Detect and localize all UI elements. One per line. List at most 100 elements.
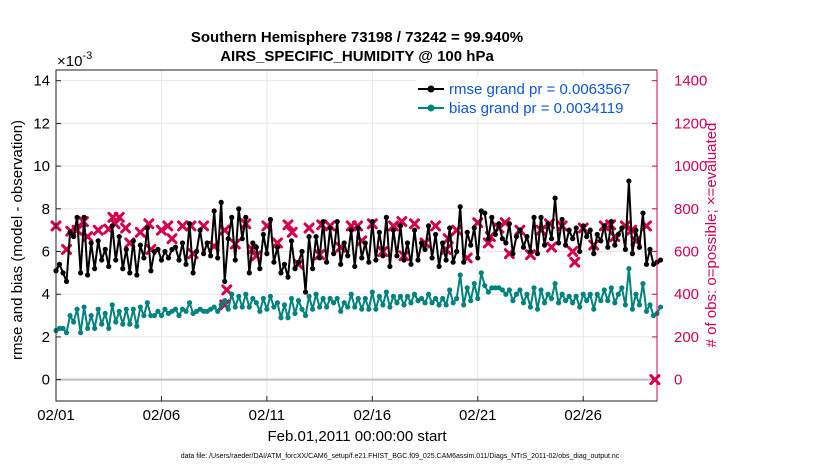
obs-marker-45 [524,249,536,261]
rmse-point-172 [657,257,664,263]
bias-point-145 [563,298,569,304]
rmse-point-8 [81,214,87,220]
bias-point-68 [292,310,298,317]
bias-point-70 [299,306,305,312]
bias-point-63 [274,300,281,306]
bias-point-132 [517,287,523,293]
bias-point-154 [594,291,600,297]
legend-bias-marker [427,104,435,112]
rmse-point-31 [162,248,168,255]
rmse-point-59 [260,231,266,238]
rmse-point-141 [548,236,555,242]
bias-point-127 [499,287,505,293]
y2-tick-label-1: 200 [674,329,699,346]
bias-point-82 [341,300,347,306]
rmse-point-2 [60,270,66,276]
bias-point-5 [70,319,77,325]
x-tick-label-0: 02/01 [37,407,75,424]
bias-point-102 [411,291,418,297]
rmse-point-16 [109,223,115,229]
rmse-point-125 [492,231,498,238]
y2-axis-label: # of obs: o=possible; ×=evaluated [703,123,720,348]
y-exponent: ×10-3 [57,50,92,70]
bias-point-55 [246,304,252,310]
rmse-point-19 [120,266,126,272]
obs-marker-8 [134,226,146,238]
bias-point-129 [506,287,512,293]
obs-marker-21 [271,237,283,249]
x-tick-label-5: 02/26 [564,407,602,424]
bias-point-37 [183,308,189,314]
x-tick-label-4: 02/21 [459,407,497,424]
bias-point-75 [317,304,323,310]
bias-point-93 [380,302,386,308]
rmse-point-98 [397,223,404,229]
y2-tick-label-3: 600 [674,244,699,261]
bias-point-24 [137,304,143,310]
bias-point-106 [425,291,432,297]
obs-marker-stroke-b-12 [177,220,189,232]
bias-point-65 [281,302,288,308]
rmse-point-65 [281,261,288,267]
obs-marker-stroke-b-72 [286,226,298,238]
rmse-point-131 [513,233,520,240]
bias-point-98 [397,293,404,299]
bias-point-105 [422,300,428,306]
rmse-point-61 [267,216,273,223]
bias-point-48 [222,298,228,304]
rmse-point-101 [408,261,414,267]
rmse-point-20 [123,246,129,252]
rmse-point-74 [313,233,319,240]
rmse-point-66 [285,274,291,280]
rmse-point-169 [647,246,653,252]
rmse-point-60 [264,251,270,257]
obs-marker-22 [282,219,294,231]
rmse-point-156 [601,223,607,229]
bias-point-78 [327,295,333,302]
obs-marker-59 [221,284,233,296]
obs-marker-stroke-b-22 [282,219,294,231]
bias-point-144 [559,291,565,297]
rmse-point-72 [306,233,312,240]
rmse-point-91 [373,257,379,263]
rmse-point-76 [320,219,326,225]
bias-point-156 [601,287,607,293]
chart-subtitle: AIRS_SPECIFIC_HUMIDITY @ 100 hPa [220,48,494,65]
x-tick-label-2: 02/11 [249,407,285,424]
rmse-point-166 [636,244,643,250]
rmse-point-80 [334,219,340,225]
obs-marker-stroke-b-63 [569,256,581,268]
obs-marker-stroke-b-75 [162,220,174,232]
rmse-point-13 [99,257,105,263]
rmse-point-119 [471,225,477,231]
rmse-point-75 [317,255,323,261]
y-tick-label-0: 0 [42,372,50,389]
bias-point-166 [636,302,643,308]
rmse-point-161 [619,225,625,231]
rmse-point-9 [85,272,91,278]
rmse-point-81 [338,261,344,267]
bias-series [53,266,664,336]
bias-point-20 [123,306,129,312]
bias-point-9 [85,325,91,331]
obs-marker-36 [430,220,442,232]
rmse-point-15 [106,263,112,270]
bias-point-64 [278,315,284,321]
rmse-point-30 [158,257,165,263]
rmse-point-36 [179,240,186,246]
bias-point-155 [598,298,604,304]
bias-point-134 [524,291,530,297]
rmse-point-122 [482,210,488,216]
y2-tick-label-7: 1400 [674,73,707,90]
rmse-point-124 [489,214,495,220]
bias-point-109 [436,302,442,308]
bias-point-122 [482,283,488,289]
obs-marker-12 [177,220,189,232]
rmse-point-45 [211,208,217,214]
rmse-point-47 [218,199,224,205]
rmse-point-93 [380,253,386,259]
obs-marker-stroke-b-4 [92,224,104,236]
bias-point-87 [359,306,365,312]
y2-tick-labels: 0 200 400 600 800 1000 1200 1400 [652,70,707,401]
